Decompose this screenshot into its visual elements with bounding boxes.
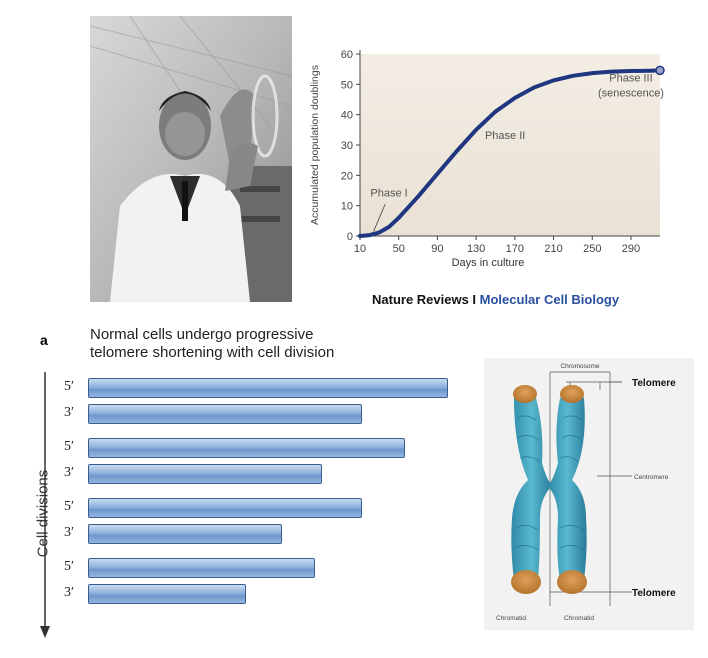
y-tick-label: 20 bbox=[341, 170, 353, 182]
strand-3-label: 3′ bbox=[64, 465, 75, 480]
strand-5-bar bbox=[88, 438, 405, 458]
panel-letter: a bbox=[40, 332, 48, 348]
telomere-cap-top-right bbox=[560, 385, 584, 403]
chromosome-figure: Chromosome Telomere Centromere Telomere … bbox=[484, 358, 694, 630]
telomere-heading-line1: Normal cells undergo progressive bbox=[90, 326, 314, 343]
x-tick-label: 10 bbox=[354, 243, 366, 255]
x-tick-label: 50 bbox=[393, 243, 405, 255]
x-tick-label: 250 bbox=[583, 243, 601, 255]
x-tick-label: 210 bbox=[544, 243, 562, 255]
y-tick-label: 10 bbox=[341, 201, 353, 213]
telomere-heading-line2: telomere shortening with cell division bbox=[90, 344, 335, 361]
x-tick-label: 130 bbox=[467, 243, 485, 255]
phase-annotation: Phase III bbox=[609, 72, 652, 84]
telomere-heading: Normal cells undergo progressive telomer… bbox=[90, 326, 334, 362]
y-tick-label: 40 bbox=[341, 110, 353, 122]
chart-credit: Nature Reviews I Molecular Cell Biology bbox=[372, 292, 619, 307]
series-end-point bbox=[655, 65, 665, 76]
strand-3-label: 3′ bbox=[64, 585, 75, 600]
series-line bbox=[358, 68, 662, 238]
y-tick-label: 50 bbox=[341, 79, 353, 91]
strand-3-bar bbox=[88, 524, 283, 544]
chromatid-right-label: Chromatid bbox=[564, 615, 594, 622]
cell-divisions-arrow-icon bbox=[40, 372, 50, 638]
phase-annotation: Phase I bbox=[370, 188, 407, 200]
strand-5-label: 5′ bbox=[64, 439, 75, 454]
telomere-cap-bottom-right bbox=[557, 570, 587, 594]
x-tick-label: 290 bbox=[622, 243, 640, 255]
strand-5-bar bbox=[88, 378, 448, 398]
strand-3-bar bbox=[88, 404, 362, 424]
x-tick-label: 90 bbox=[431, 243, 443, 255]
phase-annotation: (senescence) bbox=[598, 87, 664, 99]
centromere-label: Centromere bbox=[634, 474, 669, 481]
chromosome-svg: Chromosome Telomere Centromere Telomere … bbox=[496, 363, 676, 622]
strand-3-bar bbox=[88, 584, 247, 604]
chromatid-left-label: Chromatid bbox=[496, 615, 526, 622]
scientist-photo-icon bbox=[90, 16, 292, 302]
credit-journal: Molecular Cell Biology bbox=[479, 292, 620, 307]
strand-5-label: 5′ bbox=[64, 379, 75, 394]
chromosome-label: Chromosome bbox=[560, 363, 599, 370]
x-axis-label: Days in culture bbox=[452, 257, 525, 269]
credit-prefix: Nature Reviews I bbox=[372, 292, 480, 307]
strand-5-label: 5′ bbox=[64, 499, 75, 514]
x-tick-label: 170 bbox=[506, 243, 524, 255]
phase-one-pointer bbox=[373, 203, 386, 232]
strand-5-bar bbox=[88, 498, 362, 518]
y-axis-label: Accumulated population doublings bbox=[309, 65, 321, 225]
y-tick-label: 60 bbox=[341, 49, 353, 61]
strand-3-label: 3′ bbox=[64, 525, 75, 540]
telomere-cap-top-left bbox=[513, 385, 537, 403]
scientist-photo bbox=[90, 16, 292, 302]
strand-5-bar bbox=[88, 558, 315, 578]
growth-curve-chart: 0 10 20 30 40 50 60 10 50 90 130 170 210 250 290 Phase… bbox=[298, 44, 668, 280]
y-tick-label: 0 bbox=[347, 231, 353, 243]
telomere-top-label: Telomere bbox=[632, 378, 676, 389]
phase-annotation: Phase II bbox=[485, 130, 525, 142]
telomere-bottom-label: Telomere bbox=[632, 588, 676, 599]
strand-3-bar bbox=[88, 464, 322, 484]
telomere-cap-bottom-left bbox=[511, 570, 541, 594]
strand-3-label: 3′ bbox=[64, 405, 75, 420]
y-tick-label: 30 bbox=[341, 140, 353, 152]
strand-5-label: 5′ bbox=[64, 559, 75, 574]
